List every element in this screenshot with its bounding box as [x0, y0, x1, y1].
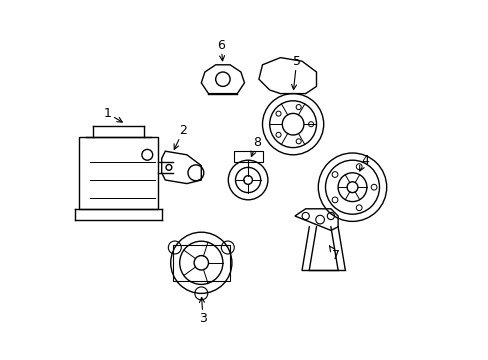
Text: 5: 5 — [291, 55, 300, 90]
Text: 4: 4 — [359, 154, 368, 171]
Text: 6: 6 — [217, 39, 224, 61]
Text: 7: 7 — [329, 246, 340, 262]
Text: 1: 1 — [103, 107, 122, 122]
Text: 8: 8 — [250, 136, 261, 157]
Text: 2: 2 — [174, 124, 187, 149]
Text: 3: 3 — [199, 297, 206, 325]
